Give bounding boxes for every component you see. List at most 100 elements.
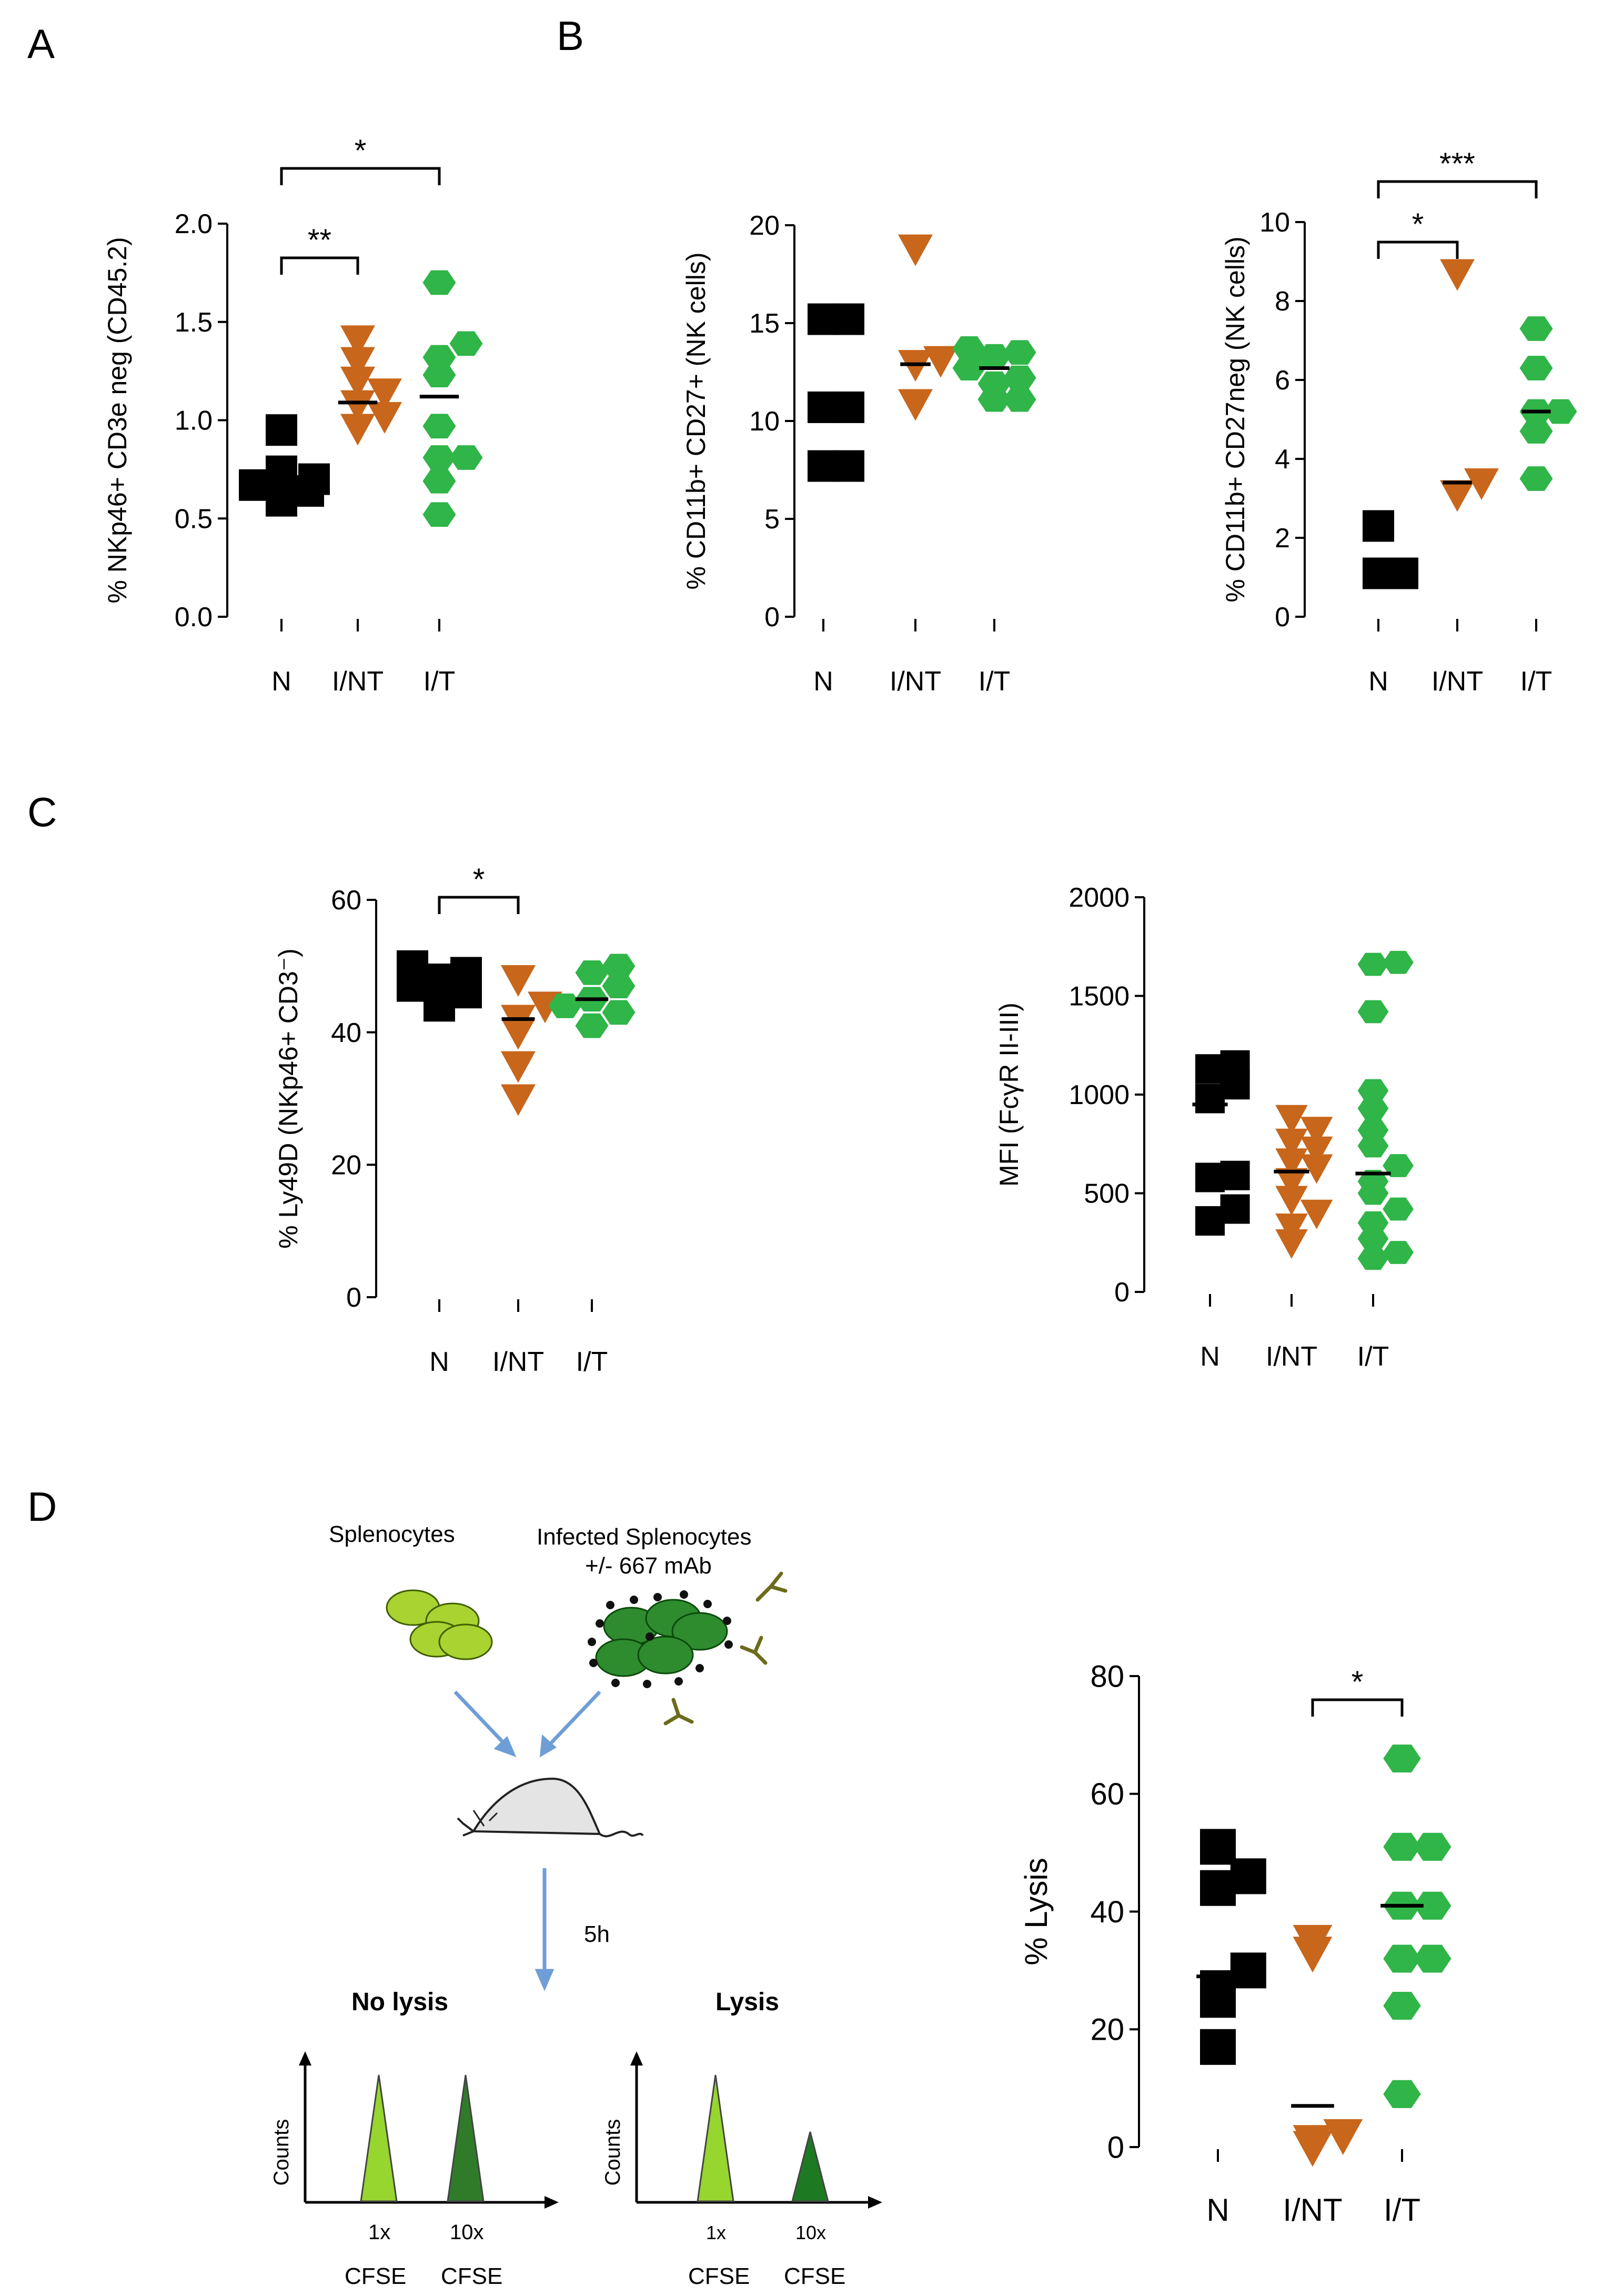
- x-category-label: I/NT: [492, 1347, 544, 1377]
- data-point: [1195, 1084, 1225, 1114]
- peak-1x-lysis: [697, 2074, 734, 2202]
- data-point: [1519, 419, 1553, 444]
- x-category-label: N: [429, 1347, 449, 1377]
- data-point: [449, 445, 483, 470]
- mouse-icon: [457, 1777, 644, 1838]
- data-point: [1300, 1199, 1333, 1229]
- data-point: [1519, 316, 1553, 341]
- data-point: [422, 502, 456, 527]
- data-point: [397, 950, 428, 982]
- data-point: [1195, 1206, 1225, 1236]
- data-point: [1357, 1211, 1389, 1235]
- significance-bracket: [280, 167, 441, 185]
- data-point: [977, 371, 1011, 396]
- x-category-label: I/T: [576, 1347, 608, 1377]
- peak-1x-label: 1x: [706, 2222, 726, 2243]
- data-point: [548, 993, 582, 1018]
- significance-bracket: [438, 896, 520, 914]
- y-axis-label: % CD11b+ CD27neg (NK cells): [1221, 236, 1250, 602]
- data-point: [898, 234, 933, 266]
- data-point: [833, 303, 864, 335]
- data-point: [1200, 1870, 1236, 1906]
- data-point: [422, 468, 456, 494]
- y-tick-label: 2.0: [175, 209, 213, 239]
- y-tick-label: 4: [1275, 444, 1290, 475]
- x-category-label: I/T: [424, 666, 456, 697]
- data-point: [602, 974, 636, 998]
- injection-arrows: [453, 1690, 601, 1991]
- y-tick-label: 1000: [1068, 1080, 1130, 1110]
- significance-bracket: [280, 256, 359, 275]
- data-point: [898, 389, 933, 421]
- data-point: [1357, 1079, 1389, 1102]
- significance-stars: *: [1412, 207, 1424, 242]
- data-point: [1003, 340, 1036, 365]
- histogram-no-lysis: Counts 1x 10x CFSE CFSE: [270, 2051, 559, 2289]
- data-point: [1275, 1105, 1308, 1135]
- data-point: [501, 1084, 536, 1116]
- data-point: [1519, 466, 1553, 491]
- y-tick-label: 20: [1090, 2013, 1124, 2047]
- y-tick-label: 0: [1107, 2130, 1124, 2164]
- data-point: [1357, 1118, 1389, 1142]
- data-point: [1275, 1229, 1308, 1259]
- data-point: [367, 402, 402, 434]
- data-point: [1383, 2080, 1421, 2108]
- x-category-label: I/NT: [890, 666, 941, 697]
- peak-10x-no-lysis: [447, 2074, 485, 2202]
- panel-label-b: B: [557, 13, 584, 59]
- chart-b-cd27neg: 0 2 4 6 8 10 N I/NT I/T % CD11b+ CD27neg (NK cell…: [1221, 147, 1577, 697]
- data-point: [266, 414, 297, 446]
- x-category-label: N: [1206, 2192, 1229, 2228]
- data-point: [1383, 950, 1414, 974]
- y-tick-label: 1.0: [175, 406, 213, 436]
- data-point: [1357, 953, 1389, 976]
- data-point: [1275, 1148, 1308, 1178]
- y-tick-label: 20: [749, 210, 780, 241]
- x-category-label: I/NT: [332, 666, 384, 697]
- data-point: [501, 1051, 536, 1083]
- y-tick-label: 6: [1275, 365, 1290, 396]
- y-axis-label: % CD11b+ CD27+ (NK cells): [681, 253, 711, 590]
- data-point: [1357, 1000, 1389, 1024]
- data-point: [602, 954, 636, 979]
- data-point: [1414, 1891, 1451, 1920]
- time-label: 5h: [584, 1921, 610, 1947]
- y-tick-label: 500: [1084, 1179, 1130, 1209]
- x-category-label: N: [271, 666, 291, 697]
- data-point: [1363, 510, 1394, 542]
- significance-bracket: [1377, 180, 1538, 198]
- data-point: [1275, 1168, 1308, 1198]
- x-category-label: N: [1200, 1341, 1220, 1372]
- data-point: [1275, 1186, 1308, 1216]
- chart-b-cd27pos: 0 5 10 15 20 N I/NT I/T % CD11b+ CD27+ (NK cells…: [681, 210, 1036, 697]
- x-category-label: I/NT: [1431, 666, 1483, 697]
- data-point: [1300, 1154, 1333, 1184]
- data-point: [1195, 1162, 1225, 1192]
- data-point: [340, 414, 375, 446]
- data-point: [422, 345, 456, 370]
- y-tick-label: 0: [346, 1282, 361, 1313]
- infected-splenocyte-cluster: [588, 1571, 788, 1726]
- chart-c-ly49d: 0 20 40 60 N I/NT I/T % Ly49D (NKp46+ CD3⁻) *: [274, 863, 636, 1377]
- panel-label-c: C: [27, 789, 57, 835]
- data-point: [1300, 1136, 1333, 1166]
- data-point: [575, 960, 609, 985]
- data-point: [1357, 1170, 1389, 1193]
- no-lysis-label: No lysis: [351, 1988, 448, 2016]
- data-point: [977, 344, 1011, 369]
- infected-label-line2: +/- 667 mAb: [585, 1553, 712, 1579]
- panel-label-a: A: [27, 21, 55, 67]
- data-point: [367, 378, 402, 410]
- data-point: [298, 463, 330, 495]
- peak-10x-label: 10x: [795, 2222, 826, 2243]
- data-point: [422, 270, 456, 295]
- cfse-label: CFSE: [441, 2263, 502, 2289]
- data-point: [1293, 1924, 1333, 1961]
- peak-10x-label: 10x: [450, 2221, 484, 2244]
- data-point: [602, 1000, 636, 1025]
- data-point: [1220, 1050, 1250, 1080]
- data-point: [1003, 365, 1036, 390]
- y-tick-label: 60: [1090, 1777, 1124, 1811]
- peak-1x-no-lysis: [360, 2074, 398, 2202]
